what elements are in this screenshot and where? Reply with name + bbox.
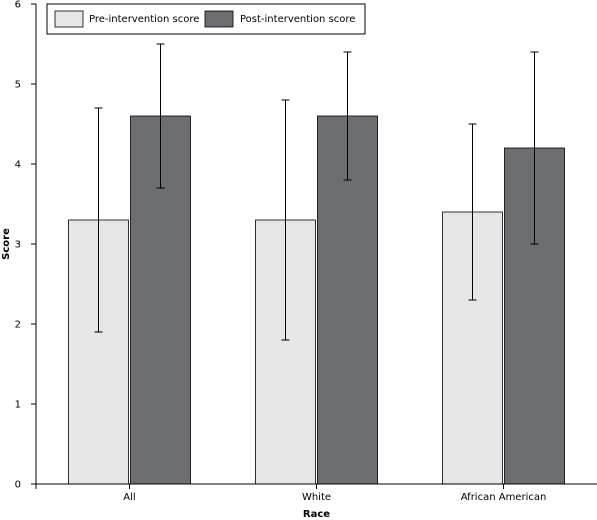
x-tick-label: White <box>302 492 331 503</box>
legend-label-pre: Pre-intervention score <box>89 14 199 25</box>
bars <box>68 115 565 485</box>
y-tick-label: 2 <box>15 320 21 331</box>
y-tick-label: 5 <box>15 80 21 91</box>
legend: Pre-intervention score Post-intervention… <box>46 3 366 35</box>
x-axis-title: Race <box>303 509 330 520</box>
y-tick-label: 0 <box>15 480 21 491</box>
y-tick-label: 6 <box>15 0 21 11</box>
x-tick-label: All <box>123 492 135 503</box>
y-tick-label: 1 <box>15 400 21 411</box>
error-bars <box>94 43 539 341</box>
legend-label-post: Post-intervention score <box>240 14 355 25</box>
legend-swatch-post <box>204 10 234 28</box>
legend-swatch-pre <box>54 10 84 28</box>
y-axis-ticks: 0 1 2 3 4 5 6 <box>15 0 36 491</box>
x-axis-ticks: All White African American <box>123 484 546 503</box>
x-tick-label: African American <box>461 492 547 503</box>
y-axis-title: Score <box>1 228 12 260</box>
y-tick-label: 3 <box>15 240 21 251</box>
y-tick-label: 4 <box>15 160 21 171</box>
